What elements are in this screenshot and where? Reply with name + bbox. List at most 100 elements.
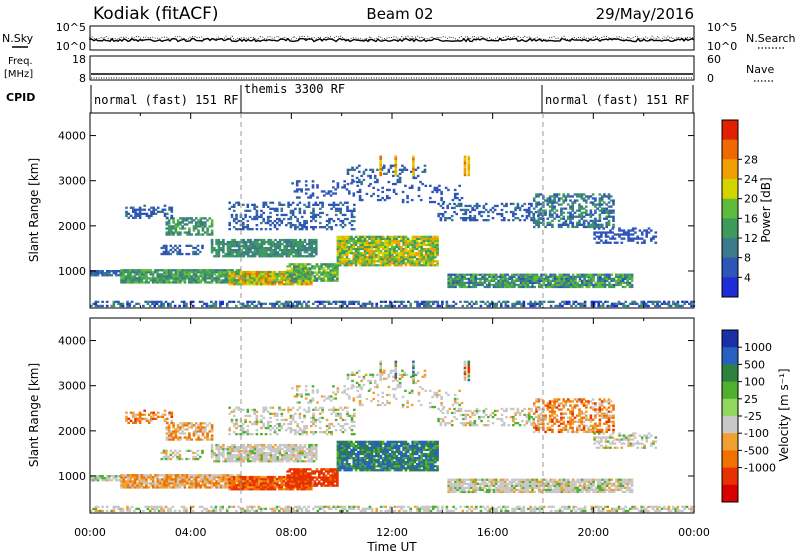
power-cell (303, 224, 306, 227)
power-cell (136, 212, 140, 215)
power-cell (346, 172, 350, 175)
power-cell (511, 302, 514, 305)
power-cell (201, 271, 205, 274)
power-cell (297, 277, 301, 280)
power-cell (551, 213, 554, 216)
power-cell (312, 209, 315, 212)
power-cell (386, 249, 390, 253)
power-cell (278, 300, 281, 303)
power-cell (346, 209, 349, 212)
velocity-cell (235, 509, 238, 513)
power-cell (441, 202, 445, 206)
power-cell (352, 194, 356, 197)
power-cell (434, 260, 437, 263)
power-cell (302, 271, 305, 274)
power-cell (298, 207, 302, 210)
power-cell (548, 223, 552, 226)
power-cell (293, 304, 297, 308)
power-cell (302, 269, 305, 272)
power-cell (306, 271, 310, 274)
velocity-cell (110, 509, 113, 513)
velocity-cell (149, 484, 153, 487)
power-cell (192, 219, 196, 222)
power-cell (381, 256, 385, 259)
power-cell (580, 205, 584, 208)
power-cell (473, 208, 477, 212)
velocity-cell (167, 509, 170, 513)
power-cell (350, 252, 353, 255)
power-cell (607, 197, 611, 200)
power-cell (413, 264, 417, 267)
velocity-cell (364, 509, 367, 513)
power-cell (308, 277, 312, 280)
power-cell (222, 279, 225, 282)
power-cell (394, 155, 398, 158)
power-cell (142, 275, 146, 278)
power-cell (605, 283, 609, 287)
velocity-cell (156, 474, 159, 477)
power-cell (585, 281, 589, 284)
power-cell (142, 277, 146, 280)
power-cell (271, 272, 275, 276)
power-cell (127, 216, 131, 219)
power-cell (305, 251, 309, 254)
power-cell (297, 267, 301, 270)
power-cell (179, 227, 182, 230)
power-cell (310, 242, 314, 246)
power-cell (522, 283, 525, 287)
power-cell (382, 166, 386, 169)
power-cell (499, 279, 503, 282)
power-cell (167, 225, 171, 228)
power-cell (296, 304, 299, 308)
power-cell (160, 252, 164, 256)
power-cell (600, 211, 604, 214)
velocity-cell (615, 509, 619, 513)
power-cell (253, 275, 256, 278)
power-cell (201, 227, 205, 230)
velocity-cell (127, 484, 130, 487)
power-cell (338, 252, 342, 255)
velocity-cell (112, 477, 116, 480)
power-cell (415, 254, 419, 257)
power-cell (311, 186, 315, 189)
power-cell (558, 277, 561, 280)
power-cell (456, 273, 459, 276)
power-cell (306, 279, 310, 282)
power-cell (544, 213, 547, 216)
power-cell (201, 275, 205, 278)
power-cell (467, 273, 471, 276)
power-cell (370, 245, 374, 249)
power-cell (288, 269, 292, 272)
velocity-cell (163, 476, 166, 479)
power-cell (669, 304, 673, 308)
power-cell (260, 238, 264, 242)
velocity-cell (563, 507, 566, 510)
velocity-cell (325, 505, 329, 508)
power-cell (597, 241, 601, 244)
power-cell (467, 169, 471, 173)
power-cell (224, 281, 227, 284)
velocity-cell (438, 509, 442, 513)
power-cell (625, 233, 628, 236)
velocity-cell (305, 507, 308, 510)
power-cell (578, 273, 582, 276)
power-cell (500, 214, 504, 218)
power-cell (190, 271, 193, 274)
power-cell (308, 253, 311, 256)
power-cell (518, 219, 522, 222)
power-cell (540, 277, 543, 280)
power-cell (276, 209, 279, 212)
power-cell (204, 277, 207, 280)
power-cell (417, 186, 421, 189)
power-cell (232, 270, 236, 274)
power-cell (112, 304, 116, 308)
power-cell (573, 193, 577, 196)
power-cell (310, 255, 314, 258)
power-cell (338, 262, 342, 265)
power-cell (207, 304, 211, 308)
power-cell (232, 300, 236, 303)
power-cell (152, 210, 155, 213)
power-cell (562, 277, 566, 280)
power-cell (531, 304, 535, 308)
power-cell (572, 302, 575, 305)
